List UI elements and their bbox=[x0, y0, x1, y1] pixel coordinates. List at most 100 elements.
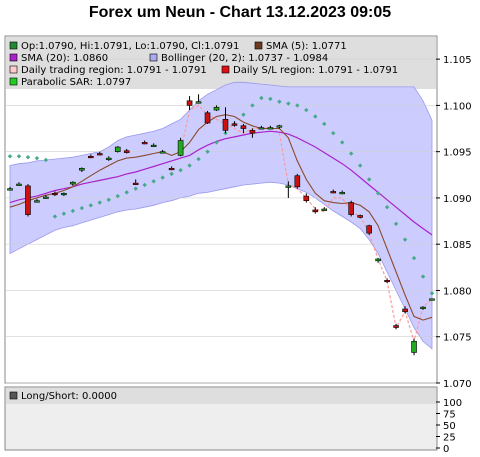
candle-body bbox=[357, 215, 363, 218]
candle-body bbox=[61, 193, 67, 196]
legend-swatch bbox=[221, 65, 230, 74]
legend-swatch bbox=[9, 53, 18, 62]
sar-point bbox=[340, 140, 345, 145]
lower-legend-swatch bbox=[9, 391, 18, 400]
candle-body bbox=[177, 140, 184, 156]
candle-body bbox=[34, 200, 40, 203]
sar-point bbox=[16, 154, 22, 159]
sar-point bbox=[331, 130, 336, 136]
candle-body bbox=[411, 341, 417, 353]
legend-swatch bbox=[254, 41, 263, 50]
sar-point bbox=[196, 156, 201, 162]
sar-point bbox=[169, 171, 174, 177]
sar-point bbox=[133, 186, 138, 191]
candle-body bbox=[249, 130, 256, 134]
sar-point bbox=[357, 163, 363, 168]
sar-point bbox=[214, 140, 219, 145]
candle-body bbox=[70, 181, 76, 185]
sar-point bbox=[61, 211, 67, 216]
indicator-lines bbox=[7, 95, 435, 344]
legend-label: Op:1.0790, Hi:1.0791, Lo:1.0790, Cl:1.07… bbox=[21, 41, 239, 52]
candle-body bbox=[384, 279, 390, 283]
sar-point bbox=[70, 208, 76, 214]
candle-body bbox=[222, 118, 229, 131]
y-tick-label: 1.100 bbox=[443, 101, 472, 112]
y-tick-label: 1.070 bbox=[443, 379, 472, 390]
lower-tick-label: 50 bbox=[443, 421, 456, 432]
candle-body bbox=[123, 150, 130, 153]
lower-legend-label: Long/Short: 0.0000 bbox=[21, 391, 117, 402]
candle-body bbox=[141, 142, 148, 145]
candle-body bbox=[7, 188, 13, 191]
candle-body bbox=[402, 308, 408, 313]
candle-body bbox=[429, 298, 435, 301]
sar-point bbox=[7, 154, 13, 159]
legend-swatch bbox=[149, 53, 158, 62]
sma20-line bbox=[9, 130, 433, 236]
sar-point bbox=[97, 200, 102, 205]
candle-body bbox=[393, 325, 399, 328]
sar-point bbox=[205, 149, 210, 154]
candle-body bbox=[168, 168, 175, 171]
candles bbox=[7, 94, 435, 356]
candle-body bbox=[366, 225, 372, 234]
candle-body bbox=[105, 157, 112, 160]
candle-body bbox=[186, 100, 193, 106]
legend-label: Parabolic SAR: 1.0797 bbox=[21, 77, 131, 88]
daily-region-line bbox=[180, 104, 433, 344]
candle-body bbox=[159, 151, 166, 154]
lower-tick-label: 0 bbox=[443, 444, 449, 455]
sar-point bbox=[106, 197, 111, 202]
candle-body bbox=[132, 182, 139, 185]
candle-body bbox=[285, 185, 292, 188]
candle-body bbox=[79, 168, 85, 171]
y-tick-label: 1.075 bbox=[443, 333, 472, 344]
sar-point bbox=[313, 114, 318, 119]
candle-body bbox=[348, 202, 354, 215]
candle-body bbox=[240, 125, 247, 129]
sar-point bbox=[34, 155, 40, 161]
sar-point bbox=[124, 190, 129, 195]
legend-label: SMA (5): 1.0771 bbox=[266, 41, 347, 52]
sar-point bbox=[304, 107, 309, 113]
sar-point bbox=[402, 237, 408, 242]
sar-point bbox=[250, 103, 255, 108]
legend-label: Daily S/L region: 1.0791 - 1.0791 bbox=[233, 65, 398, 76]
sar-point bbox=[384, 204, 390, 210]
candle-body bbox=[96, 153, 103, 156]
candle-body bbox=[375, 258, 381, 262]
chart-title: Forex um Neun - Chart 13.12.2023 09:05 bbox=[88, 4, 392, 21]
y-axis: 1.105 1.100 1.095 1.090 1.085 1.080 1.075 1.070 bbox=[436, 55, 472, 390]
candle-body bbox=[213, 106, 220, 111]
sar-point bbox=[178, 167, 183, 173]
sar-point bbox=[277, 99, 282, 104]
lower-legend-box bbox=[6, 388, 436, 404]
legend-box bbox=[6, 37, 436, 89]
sar-point bbox=[79, 205, 85, 211]
sar-point bbox=[286, 101, 291, 106]
y-tick-label: 1.090 bbox=[443, 194, 472, 205]
sar-point bbox=[43, 157, 49, 163]
candle-body bbox=[294, 175, 301, 188]
candle-body bbox=[258, 127, 265, 130]
legend-label: Bollinger (20, 2): 1.0737 - 1.0984 bbox=[161, 53, 328, 64]
candle-body bbox=[267, 127, 274, 130]
sar-point bbox=[348, 151, 354, 156]
sar-point bbox=[268, 96, 273, 102]
candle-body bbox=[321, 208, 328, 211]
candle-body bbox=[43, 196, 49, 199]
candle-body bbox=[25, 185, 31, 215]
sar-point bbox=[366, 177, 372, 182]
legend: Op:1.0790, Hi:1.0791, Lo:1.0790, Cl:1.07… bbox=[9, 41, 398, 88]
candle-body bbox=[330, 191, 337, 194]
sar-point bbox=[142, 182, 147, 188]
candle-body bbox=[114, 146, 121, 152]
candle-body bbox=[52, 193, 58, 196]
y-tick-label: 1.095 bbox=[443, 148, 472, 159]
legend-swatch bbox=[9, 65, 18, 74]
sar-point bbox=[411, 255, 417, 261]
y-tick-label: 1.080 bbox=[443, 286, 472, 297]
lower-tick-label: 100 bbox=[443, 398, 462, 409]
